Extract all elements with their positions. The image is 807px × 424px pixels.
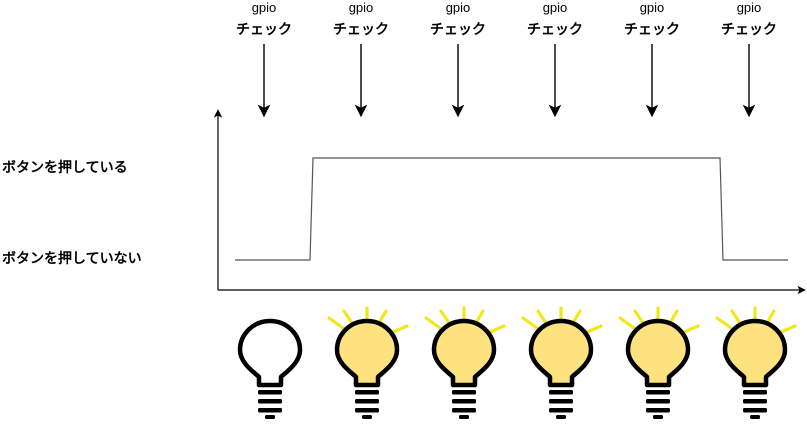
bulb-glass [722, 318, 788, 388]
bulb-base-ring [646, 399, 670, 404]
lit-bulb-icon [424, 306, 506, 419]
bulb-base-ring [452, 408, 476, 413]
bulb-contact [459, 415, 469, 419]
bulb-base-ring [549, 390, 573, 395]
light-ray [680, 324, 700, 335]
bulb-base-ring [258, 399, 282, 404]
gpio-label: gpio [446, 0, 471, 15]
bulb-contact [556, 415, 566, 419]
light-ray [424, 316, 442, 330]
light-ray [342, 309, 354, 325]
light-ray [327, 316, 345, 330]
bulb-base-ring [549, 408, 573, 413]
light-ray [668, 309, 679, 325]
light-ray [377, 309, 388, 325]
bulb-base-ring [452, 399, 476, 404]
bulb-base-ring [646, 408, 670, 413]
check-label: チェック [333, 22, 389, 38]
bulb-base-ring [355, 399, 379, 404]
light-ray [765, 309, 776, 325]
bulb-base-ring [743, 408, 767, 413]
gpio-label: gpio [737, 0, 762, 15]
light-ray [521, 316, 539, 330]
light-ray [571, 309, 582, 325]
lit-bulb-icon [715, 306, 797, 419]
bulb-base-ring [743, 390, 767, 395]
check-label: チェック [721, 22, 777, 38]
gpio-check-marker: gpio チェック [430, 0, 486, 118]
gpio-check-marker: gpio チェック [333, 0, 389, 118]
bulb-base-ring [452, 390, 476, 395]
gpio-label: gpio [252, 0, 277, 15]
bulb-base-ring [743, 399, 767, 404]
gpio-label: gpio [349, 0, 374, 15]
high-state-label: ボタンを押している [2, 159, 128, 176]
check-label: チェック [624, 22, 680, 38]
bulb-contact [653, 415, 663, 419]
gpio-check-marker: gpio チェック [624, 0, 680, 118]
gpio-label: gpio [543, 0, 568, 15]
bulb-glass [237, 318, 303, 388]
light-ray [777, 324, 797, 335]
light-ray [583, 324, 603, 335]
bulb-contact [265, 415, 275, 419]
gpio-check-marker: gpio チェック [236, 0, 292, 118]
low-state-label: ボタンを押していない [2, 250, 142, 267]
lit-bulb-icon [521, 306, 603, 419]
bulb-base-ring [258, 390, 282, 395]
gpio-check-marker: gpio チェック [527, 0, 583, 118]
lit-bulb-icon [327, 306, 409, 419]
lit-bulb-icon [618, 306, 700, 419]
bulb-glass [528, 318, 594, 388]
bulb-contact [362, 415, 372, 419]
check-label: チェック [236, 22, 292, 38]
gpio-check-marker: gpio チェック [721, 0, 777, 118]
check-label: チェック [430, 22, 486, 38]
button-signal-waveform [235, 157, 788, 261]
light-ray [633, 309, 645, 325]
light-ray [536, 309, 548, 325]
bulb-base-ring [355, 408, 379, 413]
light-ray [389, 324, 409, 335]
bulb-row [237, 306, 797, 419]
check-label: チェック [527, 22, 583, 38]
light-ray [715, 316, 733, 330]
bulb-base-ring [549, 399, 573, 404]
bulb-contact [750, 415, 760, 419]
light-ray [486, 324, 506, 335]
light-ray [730, 309, 742, 325]
gpio-label: gpio [640, 0, 665, 15]
light-ray [474, 309, 485, 325]
gpio-check-markers: gpio チェック gpio チェック gpio チェック gpio チェック gpio チェック… [236, 0, 777, 118]
bulb-base-ring [355, 390, 379, 395]
bulb-glass [625, 318, 691, 388]
bulb-base-ring [646, 390, 670, 395]
bulb-glass [334, 318, 400, 388]
unlit-bulb-icon [237, 318, 303, 419]
bulb-glass [431, 318, 497, 388]
bulb-base-ring [258, 408, 282, 413]
light-ray [618, 316, 636, 330]
light-ray [439, 309, 451, 325]
